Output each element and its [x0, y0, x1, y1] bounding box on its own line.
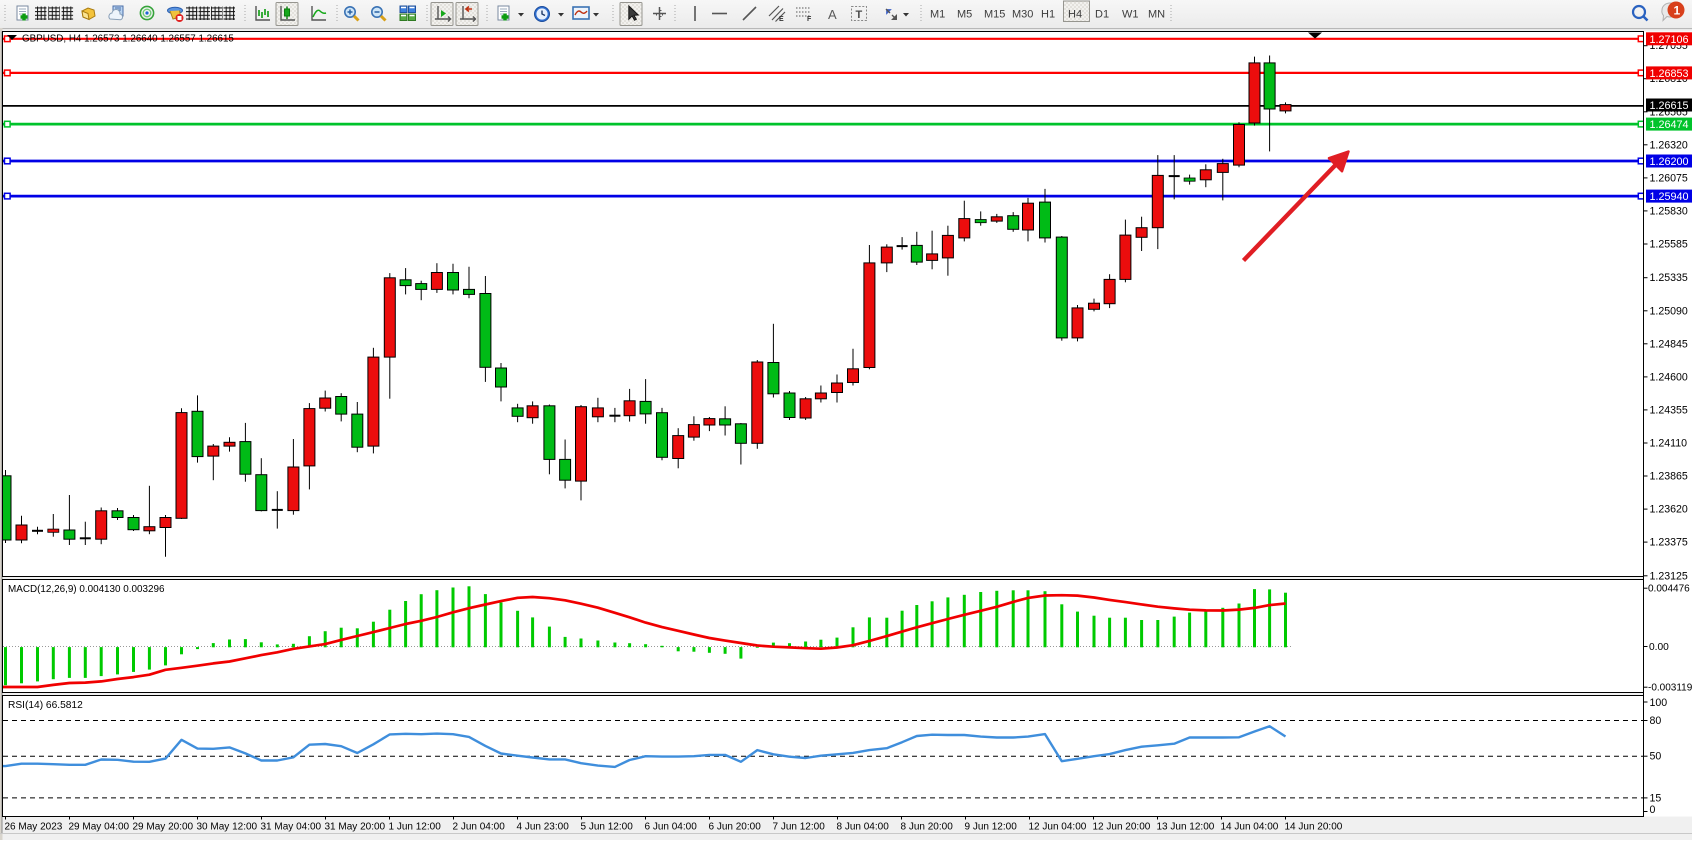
svg-text:1.26075: 1.26075: [1650, 172, 1688, 184]
svg-text:4 Jun 23:00: 4 Jun 23:00: [517, 822, 570, 833]
svg-text:7 Jun 12:00: 7 Jun 12:00: [773, 822, 826, 833]
svg-text:H1: H1: [1041, 9, 1055, 21]
svg-text:H4: H4: [1068, 9, 1082, 21]
svg-text:W1: W1: [1122, 9, 1139, 21]
svg-text:6 Jun 04:00: 6 Jun 04:00: [645, 822, 698, 833]
svg-text:50: 50: [1650, 751, 1662, 763]
svg-text:0.00: 0.00: [1649, 642, 1669, 653]
svg-text:1.25335: 1.25335: [1650, 272, 1688, 284]
svg-text:8 Jun 20:00: 8 Jun 20:00: [901, 822, 954, 833]
svg-text:14 Jun 20:00: 14 Jun 20:00: [1285, 822, 1343, 833]
svg-text:6 Jun 20:00: 6 Jun 20:00: [709, 822, 762, 833]
svg-text:1.25585: 1.25585: [1650, 239, 1688, 251]
svg-text:30 May 12:00: 30 May 12:00: [197, 822, 258, 833]
svg-text:8 Jun 04:00: 8 Jun 04:00: [837, 822, 890, 833]
svg-text:-0.003119: -0.003119: [1648, 683, 1692, 694]
svg-text:14 Jun 04:00: 14 Jun 04:00: [1221, 822, 1279, 833]
svg-text:12 Jun 20:00: 12 Jun 20:00: [1093, 822, 1151, 833]
svg-text:1 Jun 12:00: 1 Jun 12:00: [389, 822, 442, 833]
svg-text:1.26474: 1.26474: [1650, 119, 1689, 131]
svg-text:1.26853: 1.26853: [1650, 68, 1689, 80]
svg-text:29 May 04:00: 29 May 04:00: [69, 822, 130, 833]
svg-text:13 Jun 12:00: 13 Jun 12:00: [1157, 822, 1215, 833]
svg-text:31 May 20:00: 31 May 20:00: [325, 822, 386, 833]
svg-text:F: F: [807, 16, 812, 23]
svg-text:15: 15: [1650, 792, 1662, 804]
svg-text:1.24845: 1.24845: [1650, 338, 1688, 350]
svg-text:1.26200: 1.26200: [1650, 156, 1689, 168]
svg-text:E: E: [779, 16, 784, 23]
svg-text:1.25090: 1.25090: [1650, 305, 1688, 317]
svg-text:1.23865: 1.23865: [1650, 471, 1688, 483]
svg-text:1.23125: 1.23125: [1650, 570, 1688, 582]
svg-text:RSI(14) 66.5812: RSI(14) 66.5812: [8, 700, 83, 711]
svg-text:1: 1: [1674, 4, 1681, 18]
svg-text:1.23620: 1.23620: [1650, 504, 1688, 516]
svg-text:1.23375: 1.23375: [1650, 537, 1688, 549]
svg-text:1.26615: 1.26615: [1650, 100, 1689, 112]
svg-text:1.24355: 1.24355: [1650, 404, 1688, 416]
svg-text:5 Jun 12:00: 5 Jun 12:00: [581, 822, 634, 833]
svg-text:2 Jun 04:00: 2 Jun 04:00: [453, 822, 506, 833]
svg-text:80: 80: [1650, 715, 1662, 727]
svg-text:9 Jun 12:00: 9 Jun 12:00: [965, 822, 1018, 833]
svg-text:1.26320: 1.26320: [1650, 139, 1688, 151]
svg-text:1.25830: 1.25830: [1650, 205, 1688, 217]
svg-text:1.27106: 1.27106: [1650, 34, 1689, 46]
svg-text:M15: M15: [984, 9, 1005, 21]
svg-text:M30: M30: [1012, 9, 1033, 21]
svg-text:1.25940: 1.25940: [1650, 191, 1689, 203]
svg-text:M1: M1: [930, 9, 945, 21]
svg-text:100: 100: [1650, 697, 1668, 709]
svg-text:T: T: [856, 9, 863, 21]
svg-text:1.24600: 1.24600: [1650, 371, 1688, 383]
svg-text:31 May 04:00: 31 May 04:00: [261, 822, 322, 833]
svg-text:A: A: [828, 7, 837, 22]
svg-text:0.004476: 0.004476: [1648, 584, 1690, 595]
svg-text:MN: MN: [1148, 9, 1165, 21]
svg-text:M5: M5: [957, 9, 972, 21]
svg-text:12 Jun 04:00: 12 Jun 04:00: [1029, 822, 1087, 833]
svg-text:26 May 2023: 26 May 2023: [5, 822, 63, 833]
svg-text:D1: D1: [1095, 9, 1109, 21]
svg-text:29 May 20:00: 29 May 20:00: [133, 822, 194, 833]
svg-text:0: 0: [1650, 804, 1656, 816]
svg-text:GBPUSD, H4 1.26573 1.26640 1.: GBPUSD, H4 1.26573 1.26640 1.26557 1.266…: [22, 34, 234, 45]
svg-text:1.24110: 1.24110: [1650, 438, 1688, 450]
svg-text:MACD(12,26,9) 0.004130 0.00329: MACD(12,26,9) 0.004130 0.003296: [8, 584, 165, 595]
